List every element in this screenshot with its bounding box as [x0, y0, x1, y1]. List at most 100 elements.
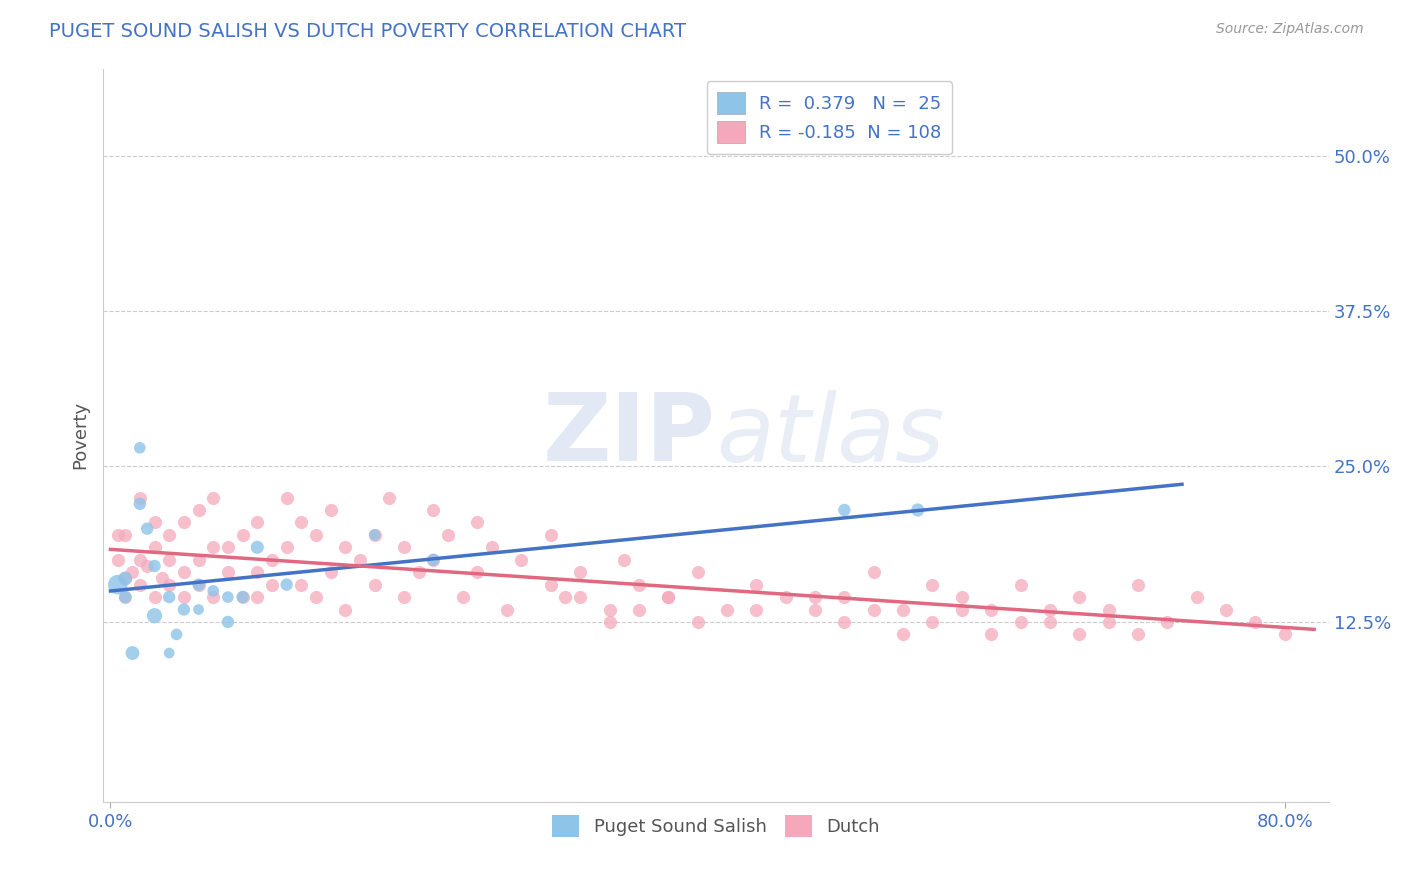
Point: [1215, 602, 1237, 616]
Point: [862, 602, 884, 616]
Point: [173, 590, 195, 604]
Point: [804, 590, 827, 604]
Point: [187, 602, 209, 616]
Point: [569, 565, 592, 579]
Point: [1097, 602, 1119, 616]
Point: [408, 565, 430, 579]
Point: [349, 553, 371, 567]
Point: [1039, 602, 1062, 616]
Point: [495, 602, 517, 616]
Point: [599, 615, 621, 629]
Point: [150, 571, 173, 585]
Legend: Puget Sound Salish, Dutch: Puget Sound Salish, Dutch: [546, 808, 887, 845]
Point: [1156, 615, 1178, 629]
Point: [378, 491, 401, 505]
Point: [540, 577, 562, 591]
Point: [1039, 615, 1062, 629]
Point: [627, 602, 650, 616]
Point: [246, 516, 269, 530]
Point: [554, 590, 576, 604]
Point: [891, 602, 914, 616]
Point: [114, 590, 136, 604]
Point: [128, 497, 150, 511]
Point: [907, 503, 929, 517]
Point: [363, 577, 385, 591]
Point: [834, 590, 856, 604]
Point: [114, 528, 136, 542]
Point: [157, 553, 180, 567]
Point: [319, 565, 342, 579]
Point: [114, 590, 136, 604]
Point: [921, 577, 943, 591]
Point: [1010, 577, 1032, 591]
Point: [128, 577, 150, 591]
Point: [107, 553, 129, 567]
Point: [246, 541, 269, 555]
Point: [657, 590, 679, 604]
Point: [143, 516, 166, 530]
Point: [260, 553, 283, 567]
Point: [980, 627, 1002, 641]
Point: [246, 590, 269, 604]
Point: [143, 559, 166, 574]
Point: [569, 590, 592, 604]
Point: [422, 553, 444, 567]
Point: [121, 646, 143, 660]
Point: [217, 565, 239, 579]
Point: [114, 571, 136, 585]
Point: [276, 541, 298, 555]
Point: [745, 602, 768, 616]
Point: [1069, 590, 1091, 604]
Point: [187, 503, 209, 517]
Point: [157, 646, 180, 660]
Point: [613, 553, 636, 567]
Point: [136, 559, 159, 574]
Point: [232, 590, 254, 604]
Point: [136, 522, 159, 536]
Point: [290, 516, 312, 530]
Point: [862, 565, 884, 579]
Point: [363, 528, 385, 542]
Point: [173, 602, 195, 616]
Point: [510, 553, 533, 567]
Point: [107, 528, 129, 542]
Point: [128, 441, 150, 455]
Point: [335, 541, 357, 555]
Point: [834, 503, 856, 517]
Point: [157, 590, 180, 604]
Point: [157, 528, 180, 542]
Point: [891, 627, 914, 641]
Point: [834, 615, 856, 629]
Point: [276, 577, 298, 591]
Point: [921, 615, 943, 629]
Point: [143, 541, 166, 555]
Point: [657, 590, 679, 604]
Point: [173, 565, 195, 579]
Point: [128, 491, 150, 505]
Point: [627, 577, 650, 591]
Point: [1274, 627, 1296, 641]
Point: [166, 627, 188, 641]
Point: [157, 577, 180, 591]
Point: [950, 602, 973, 616]
Point: [305, 590, 328, 604]
Point: [202, 491, 225, 505]
Point: [422, 503, 444, 517]
Point: [121, 565, 143, 579]
Point: [1069, 627, 1091, 641]
Point: [1185, 590, 1208, 604]
Point: [686, 615, 709, 629]
Point: [392, 541, 415, 555]
Point: [467, 565, 489, 579]
Point: [540, 528, 562, 542]
Point: [481, 541, 503, 555]
Point: [775, 590, 797, 604]
Point: [232, 528, 254, 542]
Point: [980, 602, 1002, 616]
Point: [1010, 615, 1032, 629]
Point: [260, 577, 283, 591]
Point: [599, 602, 621, 616]
Text: atlas: atlas: [716, 390, 945, 481]
Point: [437, 528, 460, 542]
Point: [107, 577, 129, 591]
